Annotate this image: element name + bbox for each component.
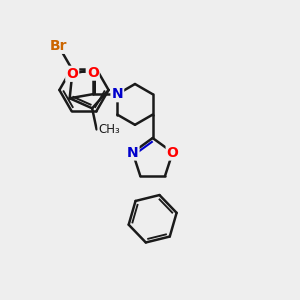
Text: CH₃: CH₃ [98, 123, 120, 136]
Text: O: O [167, 146, 178, 160]
Text: N: N [127, 146, 139, 160]
Text: Br: Br [50, 39, 67, 53]
Text: N: N [112, 87, 123, 101]
Text: O: O [87, 66, 99, 80]
Text: O: O [66, 67, 78, 81]
